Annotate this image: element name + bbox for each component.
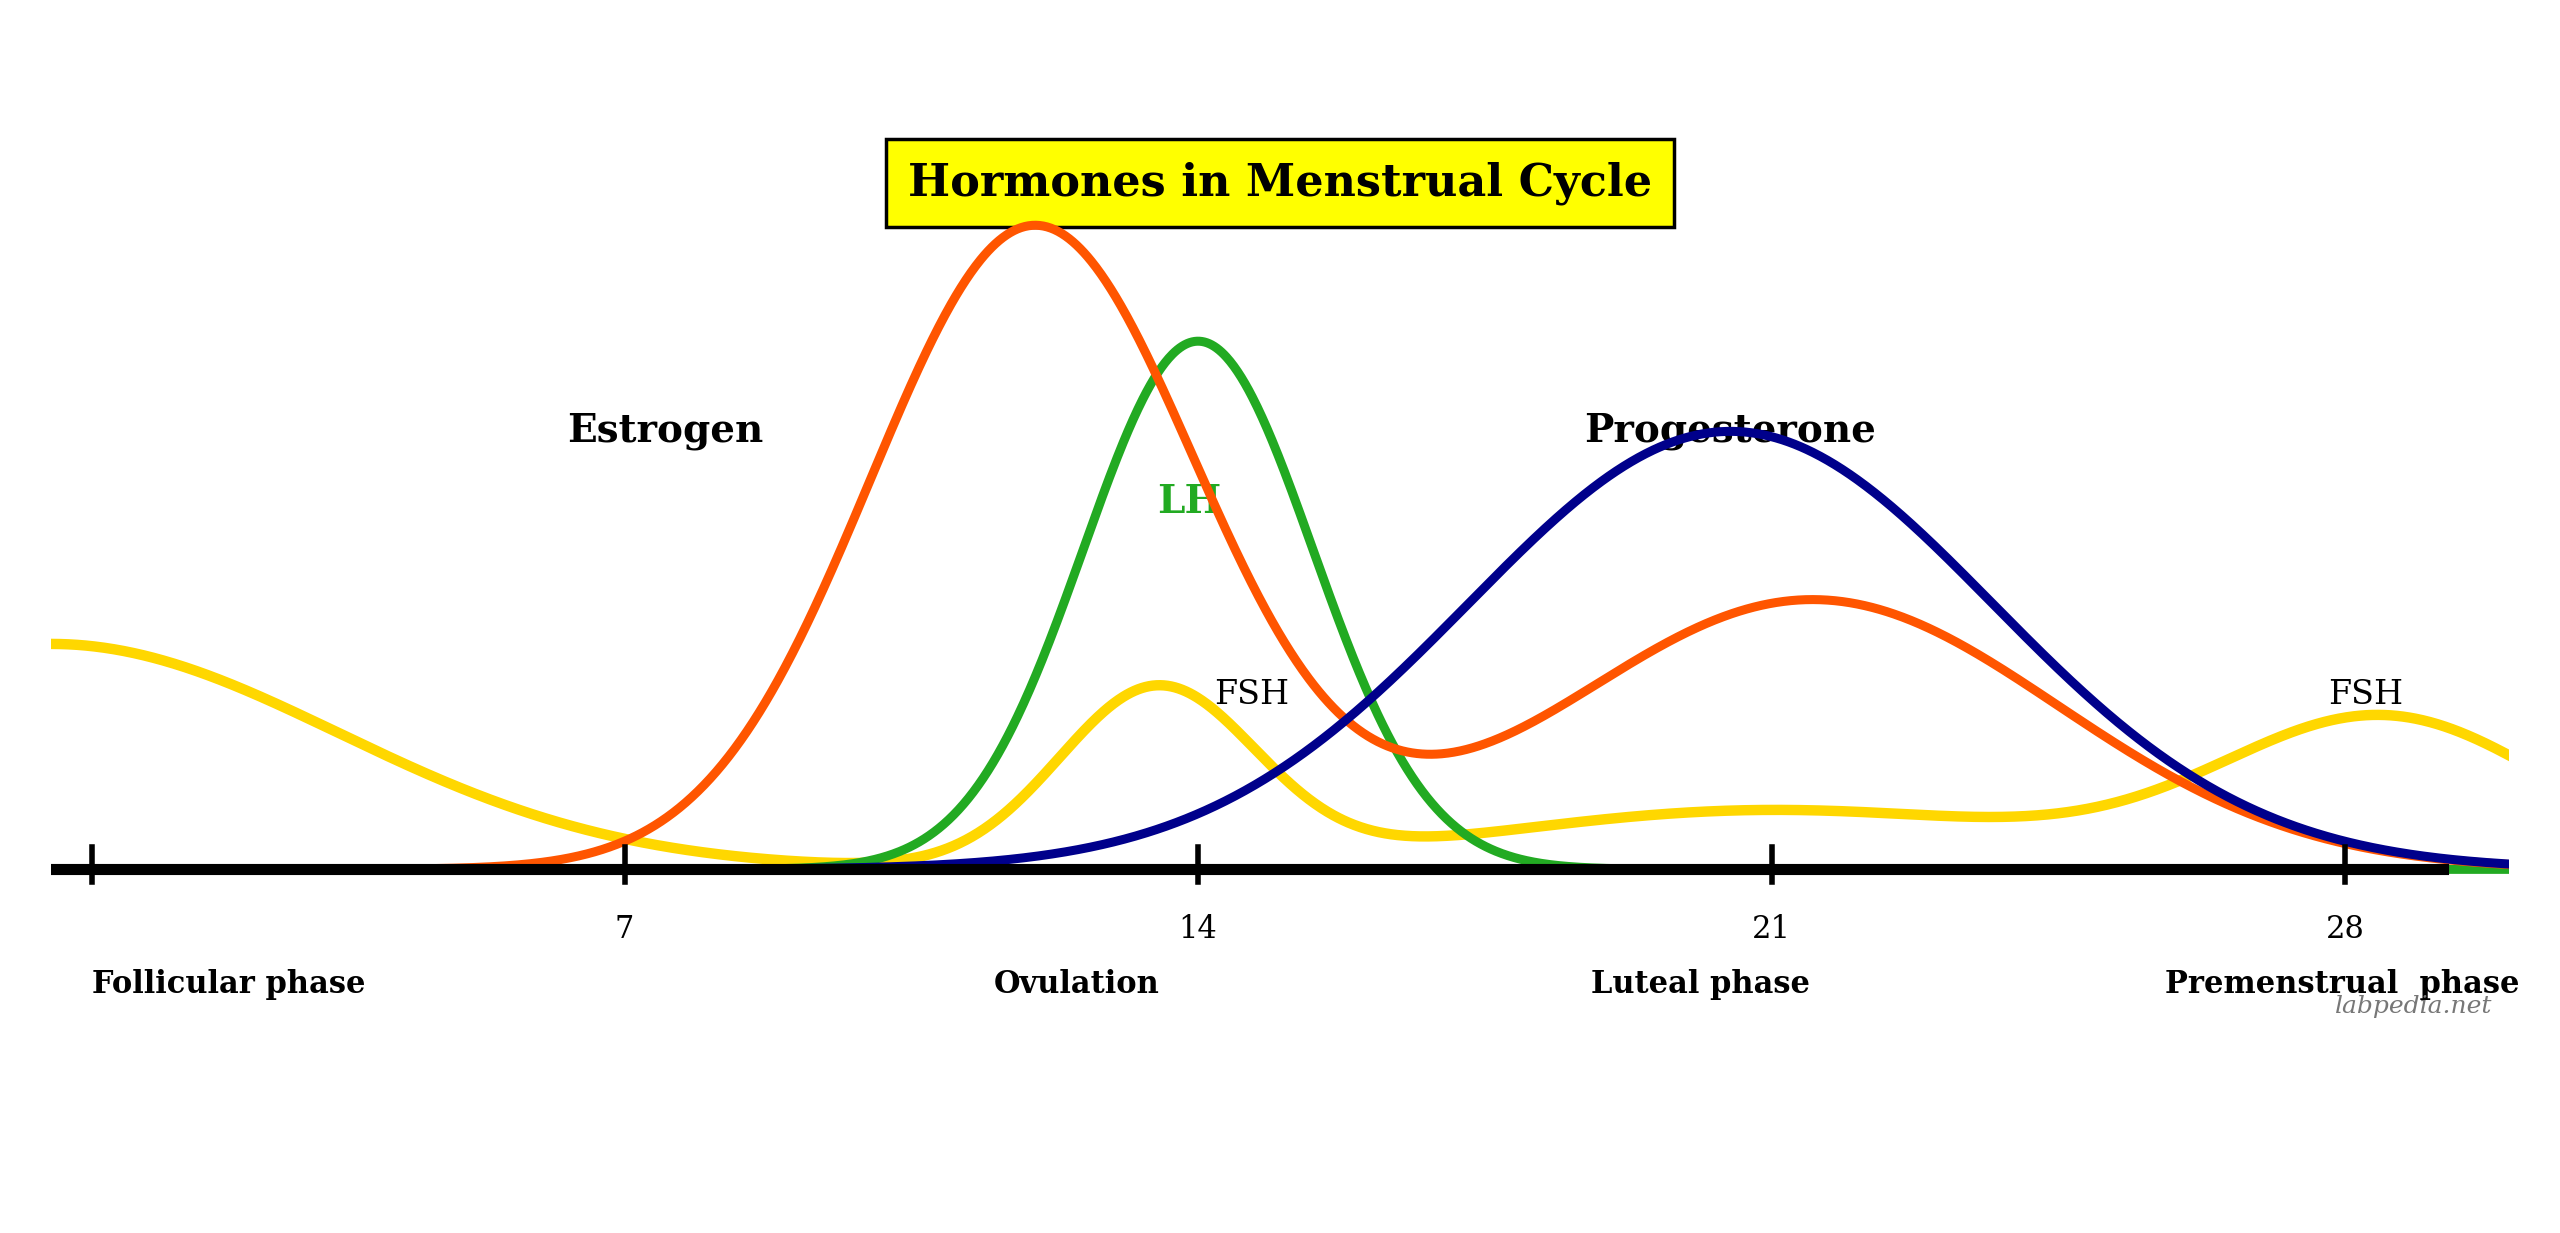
Text: 7: 7: [614, 915, 635, 946]
Text: Luteal phase: Luteal phase: [1592, 969, 1810, 1000]
Text: 21: 21: [1751, 915, 1792, 946]
Text: Progesterone: Progesterone: [1585, 412, 1876, 450]
Text: Ovulation: Ovulation: [993, 969, 1160, 1000]
Text: LH: LH: [1157, 483, 1221, 522]
Text: Premenstrual  phase: Premenstrual phase: [2166, 969, 2519, 1000]
Text: Estrogen: Estrogen: [568, 412, 763, 450]
Text: FSH: FSH: [1213, 679, 1290, 711]
Text: 14: 14: [1178, 915, 1219, 946]
Text: FSH: FSH: [2330, 679, 2404, 711]
Text: Follicular phase: Follicular phase: [92, 969, 366, 1000]
Text: labpedia.net: labpedia.net: [2335, 995, 2493, 1018]
Text: 28: 28: [2324, 915, 2365, 946]
Text: Hormones in Menstrual Cycle: Hormones in Menstrual Cycle: [909, 162, 1651, 205]
